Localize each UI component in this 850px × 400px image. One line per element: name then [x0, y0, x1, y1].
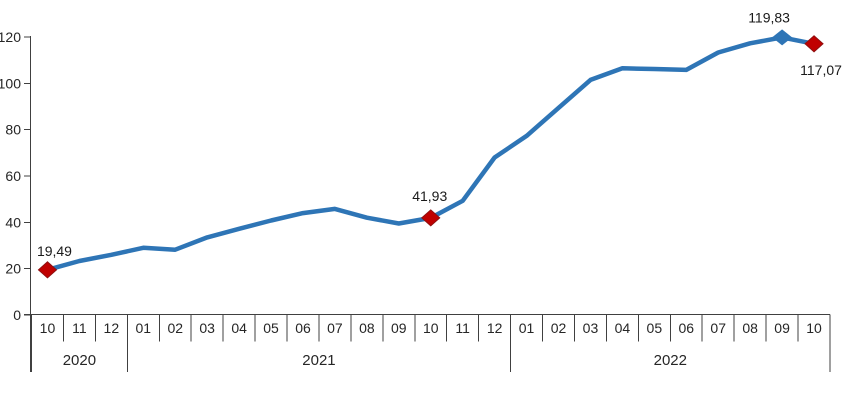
x-axis-month-label: 02	[167, 320, 183, 336]
data-point-label: 117,07	[800, 62, 842, 78]
x-axis-month-label: 11	[72, 320, 87, 336]
x-axis-month-label: 08	[742, 320, 758, 336]
data-point-label: 41,93	[412, 188, 447, 204]
data-point-label: 119,83	[748, 9, 790, 25]
x-axis-month-label: 01	[519, 320, 535, 336]
diamond-marker-red	[37, 261, 58, 279]
x-axis-month-label: 07	[327, 320, 343, 336]
x-axis-month-label: 08	[359, 320, 375, 336]
y-axis-tick-label: 60	[5, 168, 21, 184]
x-axis-month-label: 05	[263, 320, 279, 336]
y-axis-tick-label: 20	[5, 261, 21, 277]
x-axis-month-label: 06	[295, 320, 311, 336]
x-axis-month-label: 02	[551, 320, 567, 336]
x-axis-month-label: 03	[199, 320, 215, 336]
y-axis-tick-label: 100	[0, 75, 21, 91]
x-axis-month-label: 09	[391, 320, 407, 336]
x-axis-year-label: 2022	[654, 352, 687, 369]
x-axis-year-label: 2020	[63, 352, 96, 369]
x-axis-month-label: 04	[231, 320, 247, 336]
diamond-marker-red	[804, 35, 824, 53]
x-axis-month-label: 06	[678, 320, 694, 336]
x-axis-month-label: 10	[806, 320, 822, 336]
x-axis-month-label: 10	[40, 320, 56, 336]
data-line	[45, 35, 817, 273]
x-axis-month-label: 11	[455, 320, 470, 336]
x-axis-month-label: 07	[710, 320, 726, 336]
y-axis-tick-label: 80	[5, 122, 21, 138]
x-axis-year-label: 2021	[302, 352, 335, 369]
diamond-marker-blue	[772, 29, 793, 46]
x-axis-month-label: 12	[104, 320, 120, 336]
data-point-label: 19,49	[37, 243, 72, 259]
x-axis-month-label: 05	[647, 320, 663, 336]
y-axis-tick-label: 120	[0, 29, 21, 45]
x-axis-month-label: 03	[583, 320, 599, 336]
x-axis-month-label: 04	[615, 320, 631, 336]
x-axis-month-label: 09	[774, 320, 790, 336]
x-axis-month-label: 10	[423, 320, 439, 336]
diamond-marker-red	[420, 209, 441, 227]
y-axis-tick-label: 40	[5, 214, 21, 230]
x-axis-month-label: 12	[487, 320, 503, 336]
x-axis-month-label: 01	[136, 320, 152, 336]
y-axis-tick-label: 0	[13, 307, 21, 323]
